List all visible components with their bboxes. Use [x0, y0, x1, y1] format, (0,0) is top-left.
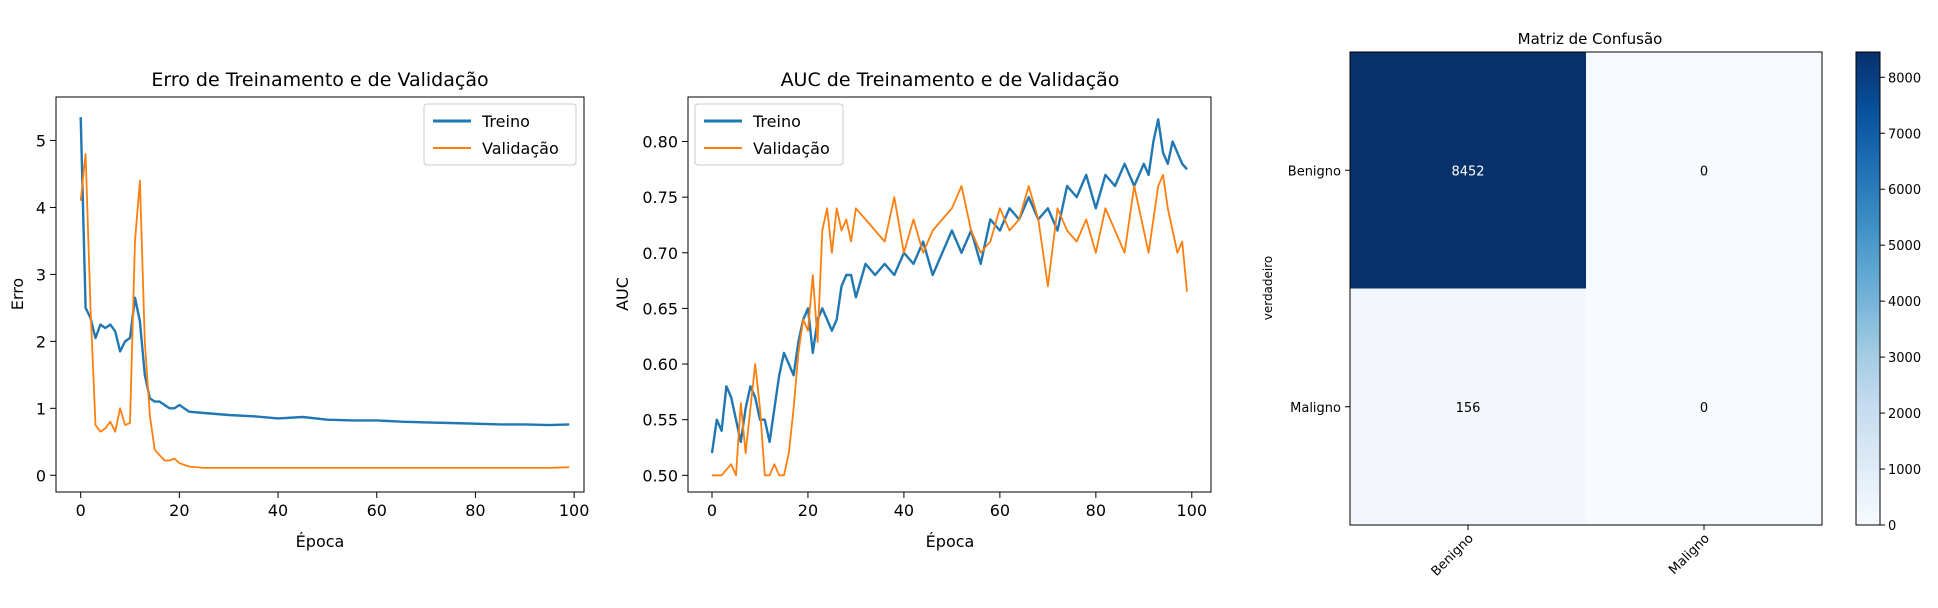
chart-auc: AUC de Treinamento e de Validação 0 20 40 6…	[613, 69, 1212, 551]
confusion-plot-area	[1349, 51, 1823, 526]
confusion-cell-value: 0	[1700, 164, 1708, 179]
chart-loss-y-ticks: 0 1 2 3 4 5	[36, 132, 56, 485]
chart-loss-series-line-validacao	[79, 152, 570, 469]
chart-loss-x-tick-label: 80	[465, 501, 485, 520]
chart-auc-legend-label-treino: Treino	[752, 112, 801, 131]
confusion-cell	[1586, 288, 1822, 525]
colorbar-tick-label: 3000	[1888, 351, 1921, 366]
colorbar-tick-label: 5000	[1888, 239, 1921, 254]
confusion-cell-value: 156	[1456, 401, 1481, 416]
chart-auc-legend-box	[694, 103, 844, 166]
chart-auc-x-tick-label: 60	[990, 501, 1010, 520]
confusion-x-tick-label: Benigno	[1429, 531, 1477, 579]
chart-loss-legend-label-validacao: Validação	[482, 139, 559, 158]
chart-loss-legend-label-treino: Treino	[481, 112, 530, 131]
colorbar-tick-label: 4000	[1888, 295, 1921, 310]
chart-loss-x-tick-label: 40	[268, 501, 288, 520]
chart-auc-y-tick-label: 0.80	[642, 133, 678, 152]
colorbar	[1855, 51, 1881, 526]
chart-loss: Erro de Treinamento e de Validação 0 20 40…	[8, 69, 589, 551]
chart-loss-y-tick-label: 0	[36, 466, 46, 485]
chart-loss-plot-area	[55, 96, 585, 493]
chart-loss-legend: Treino Validação	[423, 103, 577, 166]
chart-loss-x-tick-label: 60	[367, 501, 387, 520]
colorbar-tick-label: 1000	[1888, 463, 1921, 478]
chart-loss-legend-box	[423, 103, 577, 166]
chart-loss-y-tick-label: 1	[36, 399, 46, 418]
colorbar-tick-label: 0	[1888, 519, 1896, 534]
chart-auc-ylabel: AUC	[613, 277, 632, 311]
confusion-ylabel: verdadeiro	[1261, 256, 1275, 321]
colorbar-tick-label: 2000	[1888, 407, 1921, 422]
chart-loss-series-line-treino	[79, 117, 570, 427]
chart-auc-legend: Treino Validação	[694, 103, 844, 166]
chart-auc-x-tick-label: 20	[798, 501, 818, 520]
chart-loss-xlabel: Época	[296, 532, 345, 551]
chart-confusion: Matriz de Confusão 8452 0 156 0 Benigno Mali…	[1261, 30, 1921, 579]
chart-auc-y-tick-label: 0.60	[642, 355, 678, 374]
colorbar-tick-label: 8000	[1888, 71, 1921, 86]
chart-confusion-title: Matriz de Confusão	[1518, 30, 1663, 48]
chart-auc-y-tick-label: 0.50	[642, 466, 678, 485]
chart-auc-lines	[710, 118, 1188, 477]
chart-auc-x-tick-label: 0	[707, 501, 717, 520]
chart-auc-y-tick-label: 0.75	[642, 188, 678, 207]
chart-auc-title: AUC de Treinamento e de Validação	[781, 69, 1120, 91]
chart-loss-y-tick-label: 4	[36, 198, 46, 217]
chart-loss-y-tick-label: 2	[36, 332, 46, 351]
chart-auc-x-tick-label: 100	[1177, 501, 1208, 520]
chart-auc-y-ticks: 0.50 0.55 0.60 0.65 0.70 0.75 0.80	[642, 133, 688, 485]
chart-loss-x-tick-label: 20	[169, 501, 189, 520]
chart-loss-lines	[79, 117, 570, 469]
chart-auc-y-tick-label: 0.55	[642, 411, 678, 430]
chart-loss-y-tick-label: 3	[36, 265, 46, 284]
chart-loss-x-ticks: 0 20 40 60 80 100	[76, 492, 590, 520]
chart-auc-series-line-treino	[710, 118, 1188, 454]
chart-auc-xlabel: Época	[926, 532, 975, 551]
confusion-cells: 8452 0 156 0	[1350, 52, 1822, 525]
confusion-cell-value: 8452	[1451, 164, 1484, 179]
colorbar-tick-label: 7000	[1888, 127, 1921, 142]
chart-auc-y-tick-label: 0.70	[642, 244, 678, 263]
confusion-cell	[1350, 52, 1586, 289]
chart-auc-y-tick-label: 0.65	[642, 299, 678, 318]
chart-auc-series-line-validacao	[712, 173, 1188, 477]
confusion-cell	[1350, 288, 1586, 525]
chart-auc-x-ticks: 0 20 40 60 80 100	[707, 492, 1207, 520]
chart-auc-legend-label-validacao: Validação	[753, 139, 830, 158]
chart-loss-x-tick-label: 0	[76, 501, 86, 520]
confusion-y-tick-label: Maligno	[1290, 401, 1341, 416]
chart-loss-ylabel: Erro	[8, 278, 27, 310]
chart-loss-y-tick-label: 5	[36, 132, 46, 151]
chart-loss-title: Erro de Treinamento e de Validação	[151, 69, 488, 91]
colorbar-ticks: 0 1000 2000 3000 4000 5000 6000 7000 8000	[1880, 71, 1921, 534]
chart-loss-x-tick-label: 100	[559, 501, 590, 520]
colorbar-tick-label: 6000	[1888, 183, 1921, 198]
confusion-y-tick-label: Benigno	[1288, 164, 1341, 179]
confusion-cell-value: 0	[1700, 401, 1708, 416]
chart-auc-plot-area	[687, 96, 1212, 493]
confusion-x-tick-label: Maligno	[1666, 531, 1713, 578]
confusion-cell	[1586, 52, 1822, 289]
chart-auc-x-tick-label: 80	[1086, 501, 1106, 520]
chart-auc-x-tick-label: 40	[894, 501, 914, 520]
